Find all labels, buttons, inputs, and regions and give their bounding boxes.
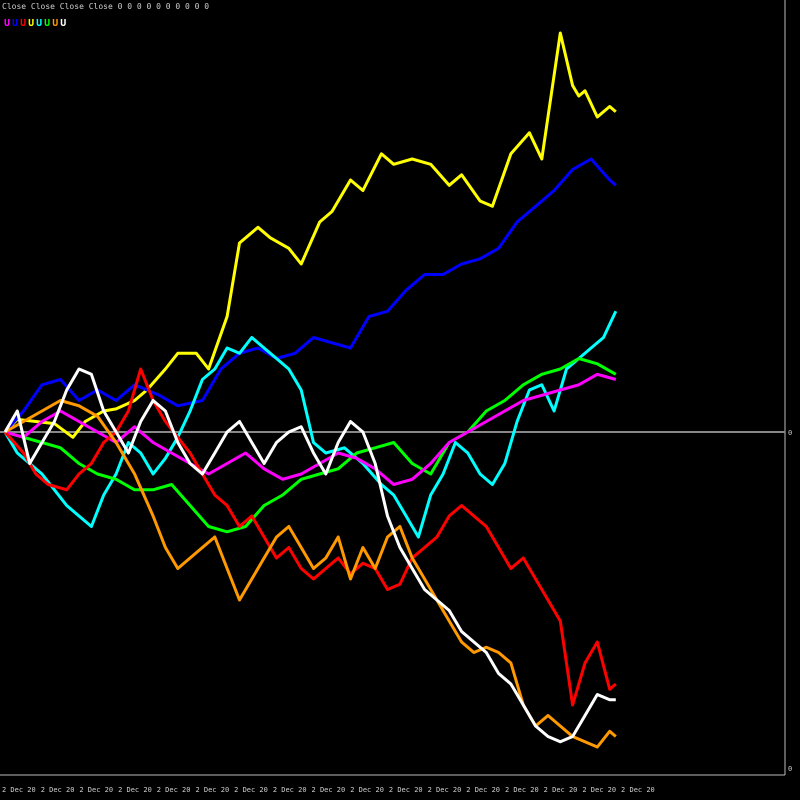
series-line-6 [3, 367, 617, 707]
legend-item-4: U [28, 18, 35, 29]
series-line-4 [4, 357, 617, 534]
x-tick-label: 2 Dec 20 [157, 786, 191, 794]
x-tick-label: 2 Dec 20 [621, 786, 655, 794]
legend-item-1: U [4, 18, 11, 29]
x-tick-label: 2 Dec 20 [118, 786, 152, 794]
x-tick-label: 2 Dec 20 [582, 786, 616, 794]
series-line-8 [3, 367, 616, 744]
chart-frame [0, 0, 786, 776]
series-line-3 [3, 310, 618, 539]
x-tick-label: 2 Dec 20 [505, 786, 539, 794]
x-tick-label: 2 Dec 20 [234, 786, 268, 794]
x-tick-label: 2 Dec 20 [195, 786, 229, 794]
series-lines [3, 31, 618, 749]
legend-item-3: U [20, 18, 27, 29]
legend-item-8: U [60, 18, 67, 29]
legend-item-2: U [12, 18, 19, 29]
series-line-2 [3, 157, 617, 433]
x-tick-label: 2 Dec 20 [428, 786, 462, 794]
x-tick-label: 2 Dec 20 [466, 786, 500, 794]
y-zero-label: 0 [788, 429, 792, 437]
legend-item-7: U [52, 18, 59, 29]
y-bottom-label: 0 [788, 765, 792, 773]
x-tick-label: 2 Dec 20 [389, 786, 423, 794]
x-tick-label: 2 Dec 20 [41, 786, 75, 794]
legend-item-6: U [44, 18, 51, 29]
series-line-5 [4, 372, 617, 486]
x-tick-label: 2 Dec 20 [312, 786, 346, 794]
x-tick-label: 2 Dec 20 [350, 786, 384, 794]
x-tick-label: 2 Dec 20 [2, 786, 36, 794]
series-line-1 [3, 31, 617, 439]
x-tick-label: 2 Dec 20 [273, 786, 307, 794]
chart-header: Close Close Close Close 0 0 0 0 0 0 0 0 … [2, 2, 210, 11]
x-axis-ticks: 2 Dec 20 2 Dec 20 2 Dec 20 2 Dec 20 2 Dec 20… [2, 786, 655, 794]
x-tick-label: 2 Dec 20 [79, 786, 113, 794]
x-tick-label: 2 Dec 20 [544, 786, 578, 794]
legend-item-5: U [36, 18, 43, 29]
